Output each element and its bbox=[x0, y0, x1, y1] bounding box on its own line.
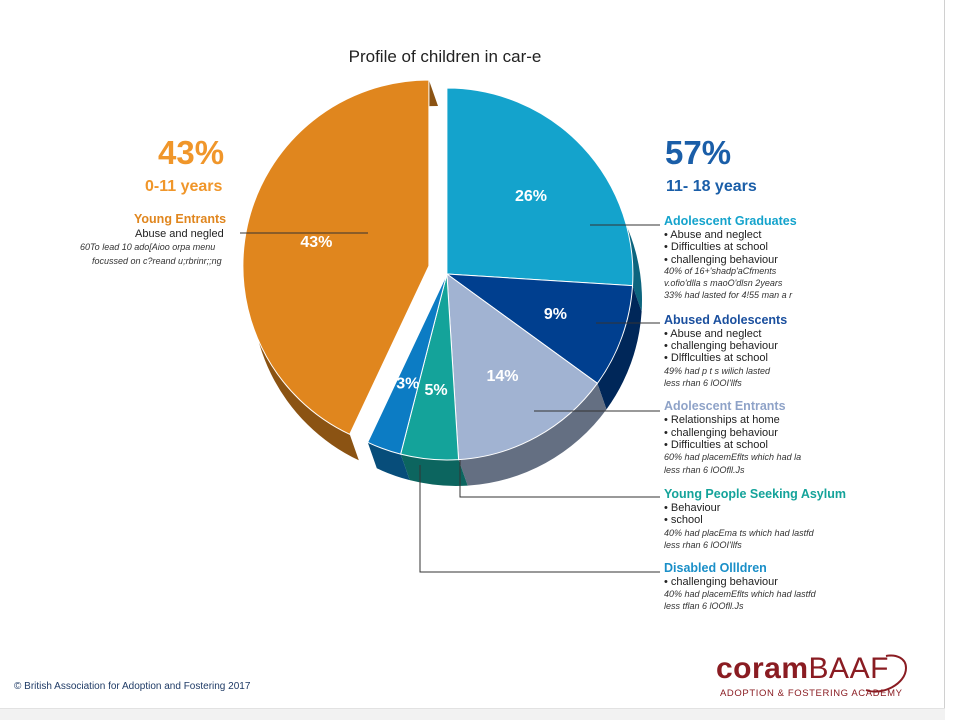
annotation-title-young-entrants: Young Entrants bbox=[134, 212, 227, 226]
copyright-notice: © British Association for Adoption and F… bbox=[14, 681, 251, 692]
slice-label: 3% bbox=[396, 376, 419, 393]
annotation-note: v.ofio'dlla s maoO'dlsn 2years bbox=[664, 278, 783, 288]
annotation-note: less rhan 6 lOOI'llfs bbox=[664, 540, 742, 550]
slice-label: 14% bbox=[486, 368, 518, 385]
annotation-title-young-people-seeking-asylum: Young People Seeking Asylum bbox=[664, 487, 846, 501]
slice-young-entrants bbox=[242, 79, 430, 435]
logo-word-baaf: BAAF bbox=[808, 652, 889, 685]
logo-subtitle: ADOPTION & FOSTERING ACADEMY bbox=[720, 688, 903, 699]
annotation-line: • Behaviour bbox=[664, 502, 721, 514]
annotation-line: • Abuse and neglect bbox=[664, 328, 762, 340]
slide-edge bbox=[944, 0, 945, 719]
slice-label: 43% bbox=[300, 234, 332, 251]
annotation-line: • Difficulties at school bbox=[664, 439, 768, 451]
annotation-line: • challenging behaviour bbox=[664, 254, 778, 266]
annotation-note: less rhan 6 lOOfll.Js bbox=[664, 465, 745, 475]
annotation-line: • challenging behaviour bbox=[664, 427, 778, 439]
slice-label: 5% bbox=[424, 382, 447, 399]
slice-depth bbox=[400, 454, 468, 486]
annotation-title-abused-adolescents: Abused Adolescents bbox=[664, 313, 788, 327]
slice-adolescent-graduates bbox=[446, 87, 634, 287]
annotation-note: 60% had placemEflts which had la bbox=[664, 452, 802, 462]
annotation-title-adolescent-entrants: Adolescent Entrants bbox=[664, 399, 786, 413]
leader-line bbox=[459, 460, 660, 498]
annotation-line: • Difficulties at school bbox=[664, 241, 768, 253]
logo-swoosh-icon bbox=[865, 654, 908, 693]
annotation-note: 40% had placemEflts which had lastfd bbox=[664, 589, 816, 599]
annotation-note: 40% of 16+'shadp'aCfments bbox=[664, 266, 777, 276]
slice-abused-adolescents bbox=[445, 273, 634, 385]
slide-footer-bar bbox=[0, 708, 945, 720]
slice-depth bbox=[367, 442, 410, 481]
annotation-line: • challenging behaviour bbox=[664, 340, 778, 352]
annotation-note: 40% had placEma ts which had lastfd bbox=[664, 528, 814, 538]
annotation-note: less rhan 6 lOOI'llfs bbox=[664, 378, 742, 388]
chart-title: Profile of children in car-e bbox=[348, 47, 542, 66]
group-age-young: 0-11 years bbox=[145, 178, 223, 195]
annotation-line: • challenging behaviour bbox=[664, 576, 778, 588]
annotation-line: • Relationships at home bbox=[664, 414, 780, 426]
annotation-note: 33% had lasted for 4!55 man a r bbox=[664, 290, 793, 300]
group-pct-young: 43% bbox=[158, 134, 225, 171]
leader-line bbox=[419, 465, 660, 573]
slice-disabled-ollldren bbox=[367, 273, 448, 455]
slice-label: 26% bbox=[515, 188, 547, 205]
group-age-adolescent: 11- 18 years bbox=[666, 178, 757, 195]
logo-word-coram: coram bbox=[716, 652, 809, 685]
annotation-line: Abuse and negled bbox=[135, 228, 224, 240]
slice-label: 9% bbox=[544, 306, 567, 323]
slice-adolescent-entrants bbox=[446, 272, 599, 461]
annotation-line: • school bbox=[664, 514, 703, 526]
slice-depth bbox=[458, 383, 607, 486]
group-pct-adolescent: 57% bbox=[665, 134, 732, 171]
corambaaf-logo: coramBAAF bbox=[716, 652, 889, 686]
annotation-line: • Abuse and neglect bbox=[664, 229, 762, 241]
annotation-note: 60To lead 10 ado[Aioo orpa menu bbox=[80, 242, 216, 252]
annotation-title-disabled-children: Disabled Ollldren bbox=[664, 561, 767, 575]
annotation-note: less tflan 6 lOOfll.Js bbox=[664, 601, 744, 611]
annotation-title-adolescent-graduates: Adolescent Graduates bbox=[664, 214, 797, 228]
annotation-note: 49% had p t s wilich lasted bbox=[664, 366, 771, 376]
annotation-line: • Dlfflculties at school bbox=[664, 352, 768, 364]
slice-depth bbox=[597, 285, 642, 410]
annotation-note: focussed on c?reand u;rbrinr;;ng bbox=[92, 256, 222, 266]
